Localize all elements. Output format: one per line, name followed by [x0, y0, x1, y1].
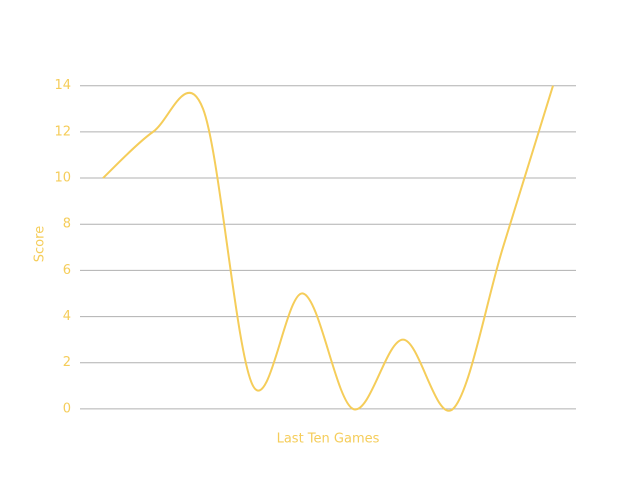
y-tick-label: 0: [63, 401, 71, 416]
x-axis-label: Last Ten Games: [277, 432, 380, 447]
y-tick-label: 6: [63, 263, 71, 278]
y-axis-label: Score: [33, 226, 48, 262]
y-tick-label: 12: [54, 124, 71, 139]
y-tick-label: 2: [63, 355, 71, 370]
y-tick-label: 8: [63, 217, 71, 232]
line: [102, 85, 554, 412]
y-tick-label: 10: [54, 171, 71, 186]
y-tick-label: 14: [54, 78, 71, 93]
y-tick-label: 4: [63, 309, 71, 324]
